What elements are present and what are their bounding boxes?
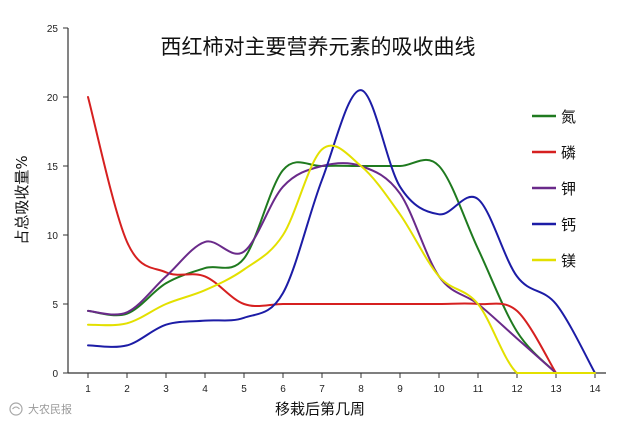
x-tick-label: 14 xyxy=(589,384,601,395)
x-tick-label: 9 xyxy=(397,384,403,395)
legend-label: 钙 xyxy=(561,216,576,234)
x-tick-label: 2 xyxy=(124,384,130,395)
y-tick-label: 5 xyxy=(52,300,58,311)
series-lines xyxy=(87,89,596,374)
legend-label: 氮 xyxy=(561,108,576,126)
watermark-logo-icon xyxy=(9,402,23,416)
y-tick-label: 15 xyxy=(47,162,59,173)
series-line-4 xyxy=(87,89,596,374)
x-tick-label: 10 xyxy=(433,384,445,395)
y-tick-label: 0 xyxy=(52,369,58,380)
x-axis-label: 移栽后第几周 xyxy=(275,400,365,418)
x-tick-label: 7 xyxy=(319,384,325,395)
legend-label: 磷 xyxy=(561,144,576,162)
legend-label: 镁 xyxy=(561,252,576,270)
legend-label: 钾 xyxy=(561,180,576,198)
x-tick-label: 11 xyxy=(473,384,484,395)
x-tick-label: 4 xyxy=(202,384,208,395)
x-ticks: 1 2 3 4 5 6 7 8 9 10 11 12 13 14 xyxy=(85,373,601,395)
x-tick-label: 1 xyxy=(85,384,91,395)
watermark-text: 大农民报 xyxy=(28,402,72,416)
x-tick-label: 12 xyxy=(511,384,523,395)
y-tick-label: 10 xyxy=(47,231,59,242)
series-line-1 xyxy=(87,158,557,374)
x-tick-label: 6 xyxy=(280,384,286,395)
watermark: 大农民报 xyxy=(9,402,72,416)
y-ticks: 0 5 10 15 20 25 xyxy=(47,24,68,380)
series-line-2 xyxy=(87,96,557,374)
x-tick-label: 5 xyxy=(241,384,247,395)
x-tick-label: 8 xyxy=(358,384,364,395)
y-axis-label: 占总吸收量% xyxy=(13,155,31,244)
y-tick-label: 25 xyxy=(47,24,59,35)
x-tick-label: 13 xyxy=(550,384,562,395)
chart-title: 西红柿对主要营养元素的吸收曲线 xyxy=(161,35,476,59)
x-tick-label: 3 xyxy=(163,384,169,395)
y-tick-label: 20 xyxy=(47,93,59,104)
series-line-5 xyxy=(87,144,596,374)
